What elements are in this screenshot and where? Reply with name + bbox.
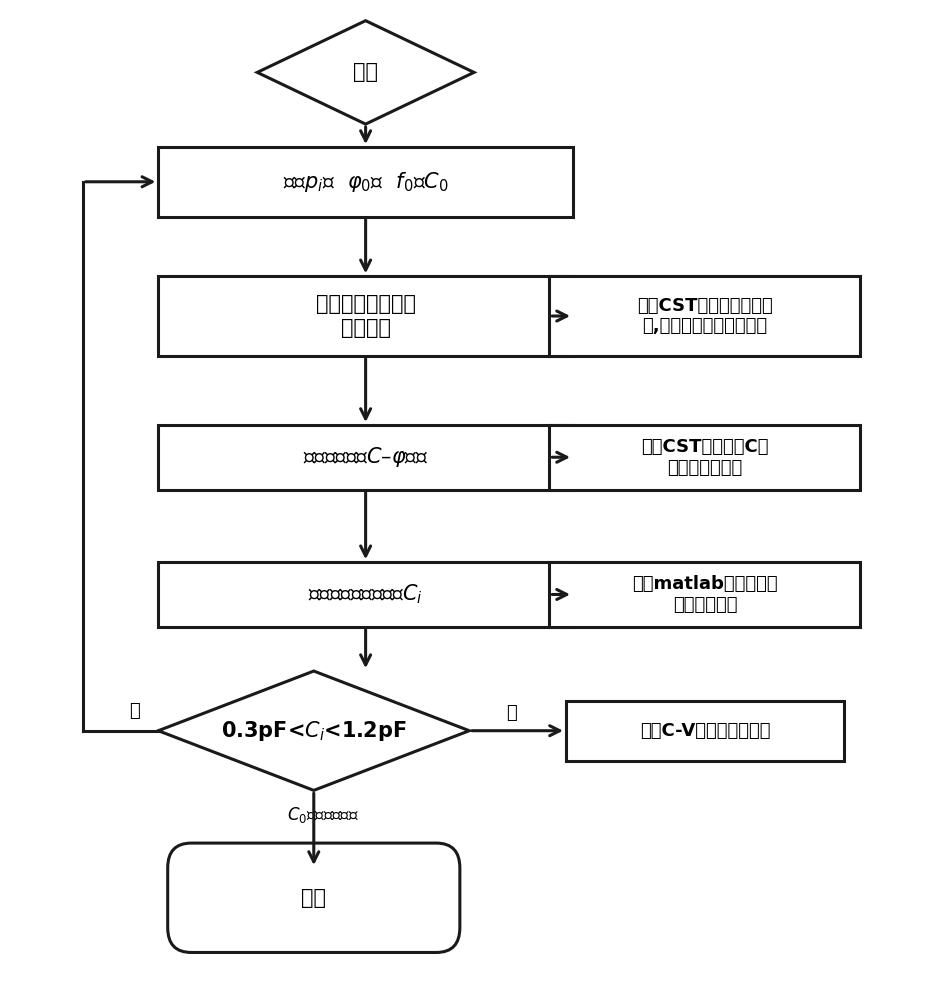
FancyBboxPatch shape [158,425,573,490]
FancyBboxPatch shape [550,276,861,356]
FancyBboxPatch shape [550,425,861,490]
Text: 开始: 开始 [353,62,378,82]
Text: 通过matlab插值计算各
单元所需相位: 通过matlab插值计算各 单元所需相位 [632,575,777,614]
Text: 根据C-V曲线获得电压值: 根据C-V曲线获得电压值 [640,722,770,740]
Text: 0.3pF<$C_i$<1.2pF: 0.3pF<$C_i$<1.2pF [221,719,407,743]
Text: 否: 否 [129,702,140,720]
FancyBboxPatch shape [566,701,844,761]
Polygon shape [257,21,474,124]
Text: 采用CST计算各单元的相
位,使其满足完美线性梯度: 采用CST计算各单元的相 位,使其满足完美线性梯度 [637,297,773,335]
Polygon shape [158,671,469,790]
Text: 得到各单元的初始
结构参数: 得到各单元的初始 结构参数 [316,294,415,338]
Text: 是: 是 [506,704,517,722]
FancyBboxPatch shape [158,147,573,217]
FancyBboxPatch shape [158,276,573,356]
Text: 采用CST扫描不同C下
对应的相位分布: 采用CST扫描不同C下 对应的相位分布 [641,438,769,477]
Text: 结束: 结束 [301,888,326,908]
Text: 得到各单元的$C$–$\varphi$分布: 得到各单元的$C$–$\varphi$分布 [303,445,428,469]
Text: 得到各单元所需电容$C_i$: 得到各单元所需电容$C_i$ [308,583,423,606]
Text: $C_0$遍历所有值后: $C_0$遍历所有值后 [287,805,359,825]
FancyBboxPatch shape [158,562,573,627]
FancyBboxPatch shape [550,562,861,627]
Text: 确定$p_i$，  $\varphi_0$，  $f_0$和$C_0$: 确定$p_i$， $\varphi_0$， $f_0$和$C_0$ [283,170,448,194]
FancyBboxPatch shape [168,843,460,952]
